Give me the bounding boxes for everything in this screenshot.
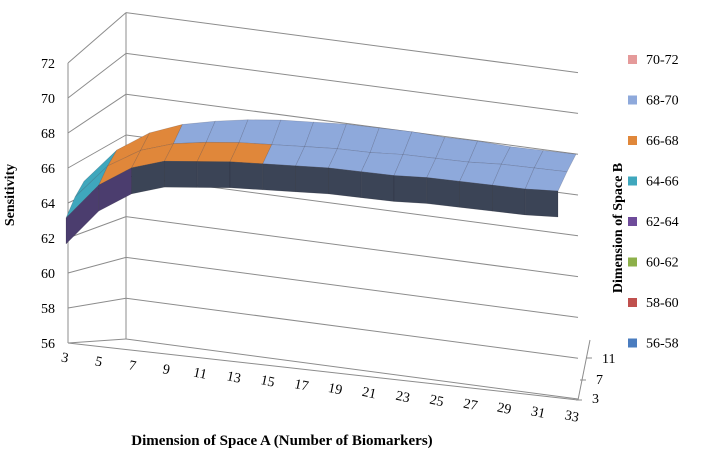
x-tick-label: 21	[361, 385, 378, 403]
legend-label: 62-64	[646, 215, 679, 230]
y-tick-label: 56	[41, 337, 55, 352]
legend-swatch	[628, 258, 637, 267]
legend-label: 70-72	[646, 53, 679, 68]
y-tick-label: 72	[41, 57, 55, 72]
legend-swatch	[628, 96, 637, 105]
gridline-back-70	[126, 53, 578, 113]
legend-label: 64-66	[646, 175, 679, 190]
y-axis-title: Sensitivity	[3, 164, 18, 226]
depth-tick-label: 11	[602, 352, 615, 367]
surface-skirt	[460, 181, 493, 211]
legend-label: 60-62	[646, 256, 679, 271]
x-tick-label: 29	[496, 400, 513, 418]
depth-tick-label: 7	[596, 373, 603, 388]
x-tick-label: 13	[225, 369, 242, 387]
gridline-left-68	[68, 94, 126, 133]
x-tick-label: 15	[259, 373, 276, 391]
y-tick-label: 68	[41, 127, 55, 142]
depth-axis-title: Dimension of Space B	[611, 163, 626, 293]
depth-axis-ticks: 3 7 11	[576, 352, 615, 407]
surface-skirt	[525, 189, 558, 217]
legend-swatch	[628, 298, 637, 307]
legend-swatch	[628, 339, 637, 348]
y-tick-label: 60	[41, 267, 55, 282]
surface-skirt	[427, 178, 460, 208]
gridline-left-70	[68, 53, 126, 98]
x-tick-label: 25	[428, 393, 445, 411]
surface-skirt	[197, 161, 230, 187]
gridline-back-62	[126, 217, 578, 277]
x-tick-label: 17	[293, 377, 310, 395]
surface-skirt	[394, 176, 427, 204]
depth-tick-label: 3	[592, 392, 599, 407]
surface-skirt	[263, 164, 296, 192]
surface-skirt	[296, 166, 329, 194]
gridline-back-58	[126, 298, 578, 358]
legend-label: 58-60	[646, 296, 679, 311]
x-tick-label: 31	[530, 404, 547, 422]
x-tick-label: 9	[161, 362, 171, 378]
y-axis-ticks: 56 58 60 62 64 66 68 70 72	[41, 57, 55, 352]
legend-swatch	[628, 55, 637, 64]
legend-swatch	[628, 177, 637, 186]
y-tick-label: 66	[41, 162, 55, 177]
legend-label: 68-70	[646, 94, 679, 109]
x-tick-label: 5	[94, 354, 104, 370]
x-tick-label: 19	[327, 381, 344, 399]
legend-label: 56-58	[646, 337, 679, 352]
floor-front-line	[68, 343, 578, 400]
x-tick-label: 3	[60, 351, 70, 367]
x-tick-label: 7	[127, 358, 137, 374]
gridline-back-72	[126, 13, 578, 73]
surface-skirt	[164, 161, 197, 187]
surface-skirt	[230, 162, 263, 190]
gridline-left-60	[68, 257, 126, 273]
gridline-left-72	[68, 13, 126, 63]
gridline-back-60	[126, 257, 578, 317]
x-tick-label: 27	[462, 397, 479, 415]
gridline-left-58	[68, 298, 126, 308]
surface-skirt	[492, 185, 525, 215]
surface-skirt	[361, 172, 394, 202]
legend-swatch	[628, 217, 637, 226]
y-tick-label: 64	[41, 197, 55, 212]
x-tick-label: 23	[394, 389, 411, 407]
legend-label: 66-68	[646, 134, 679, 149]
legend: 70-72 68-70 66-68 64-66 62-64 60-62 58-60 56-58	[628, 53, 679, 352]
y-tick-label: 62	[41, 232, 55, 247]
floor-right-line	[578, 340, 590, 400]
y-tick-label: 58	[41, 302, 55, 317]
x-axis-ticks: 3 5 7 9 11 13 15 17 19 21 23 25 27 29 31 33	[60, 351, 580, 426]
surface-skirt	[328, 168, 361, 198]
gridline-left-56	[68, 339, 126, 343]
y-tick-label: 70	[41, 92, 55, 107]
x-tick-label: 11	[192, 365, 208, 382]
x-tick-label: 33	[563, 408, 580, 426]
x-axis-title: Dimension of Space A (Number of Biomarke…	[131, 433, 432, 449]
legend-swatch	[628, 136, 637, 145]
